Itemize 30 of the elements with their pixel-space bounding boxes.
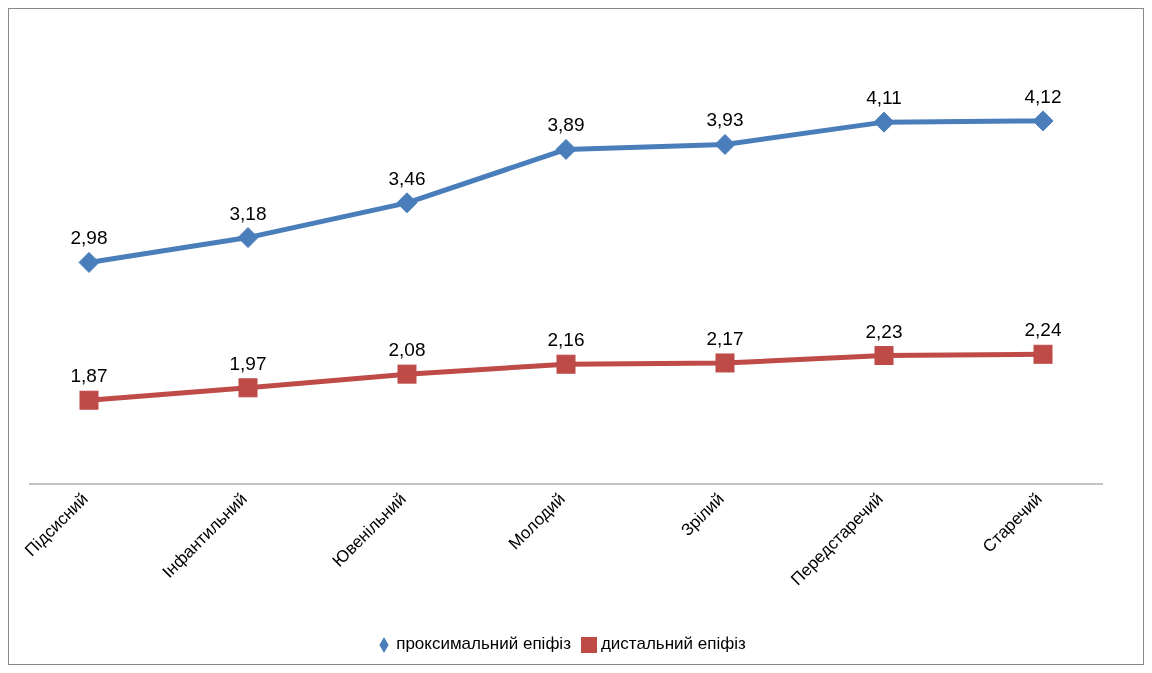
point bbox=[1032, 110, 1054, 132]
point bbox=[79, 390, 99, 410]
point bbox=[873, 111, 895, 133]
legend-label: проксимальний епіфіз bbox=[396, 634, 571, 653]
point bbox=[238, 378, 258, 398]
data-label: 3,93 bbox=[706, 109, 744, 131]
data-label: 1,97 bbox=[229, 352, 267, 374]
data-label: 3,18 bbox=[229, 202, 267, 224]
point bbox=[715, 353, 735, 373]
data-label: 2,23 bbox=[865, 320, 903, 342]
point bbox=[396, 192, 418, 214]
point bbox=[237, 227, 259, 249]
point bbox=[874, 346, 894, 366]
point bbox=[1033, 344, 1053, 364]
data-label: 4,12 bbox=[1024, 85, 1062, 107]
data-label: 2,08 bbox=[388, 339, 426, 361]
legend-label: дистальний епіфіз bbox=[600, 634, 746, 653]
data-label: 2,17 bbox=[706, 327, 744, 349]
data-label: 3,89 bbox=[547, 114, 585, 136]
data-label: 2,16 bbox=[547, 329, 585, 351]
point bbox=[556, 354, 576, 374]
data-label: 2,98 bbox=[70, 227, 108, 249]
point bbox=[397, 364, 417, 384]
data-label: 3,46 bbox=[388, 167, 426, 189]
data-label: 2,24 bbox=[1024, 319, 1062, 341]
data-label: 1,87 bbox=[70, 365, 108, 387]
data-label: 4,11 bbox=[866, 87, 902, 109]
point bbox=[714, 133, 736, 155]
point bbox=[78, 251, 100, 273]
point bbox=[555, 138, 577, 160]
